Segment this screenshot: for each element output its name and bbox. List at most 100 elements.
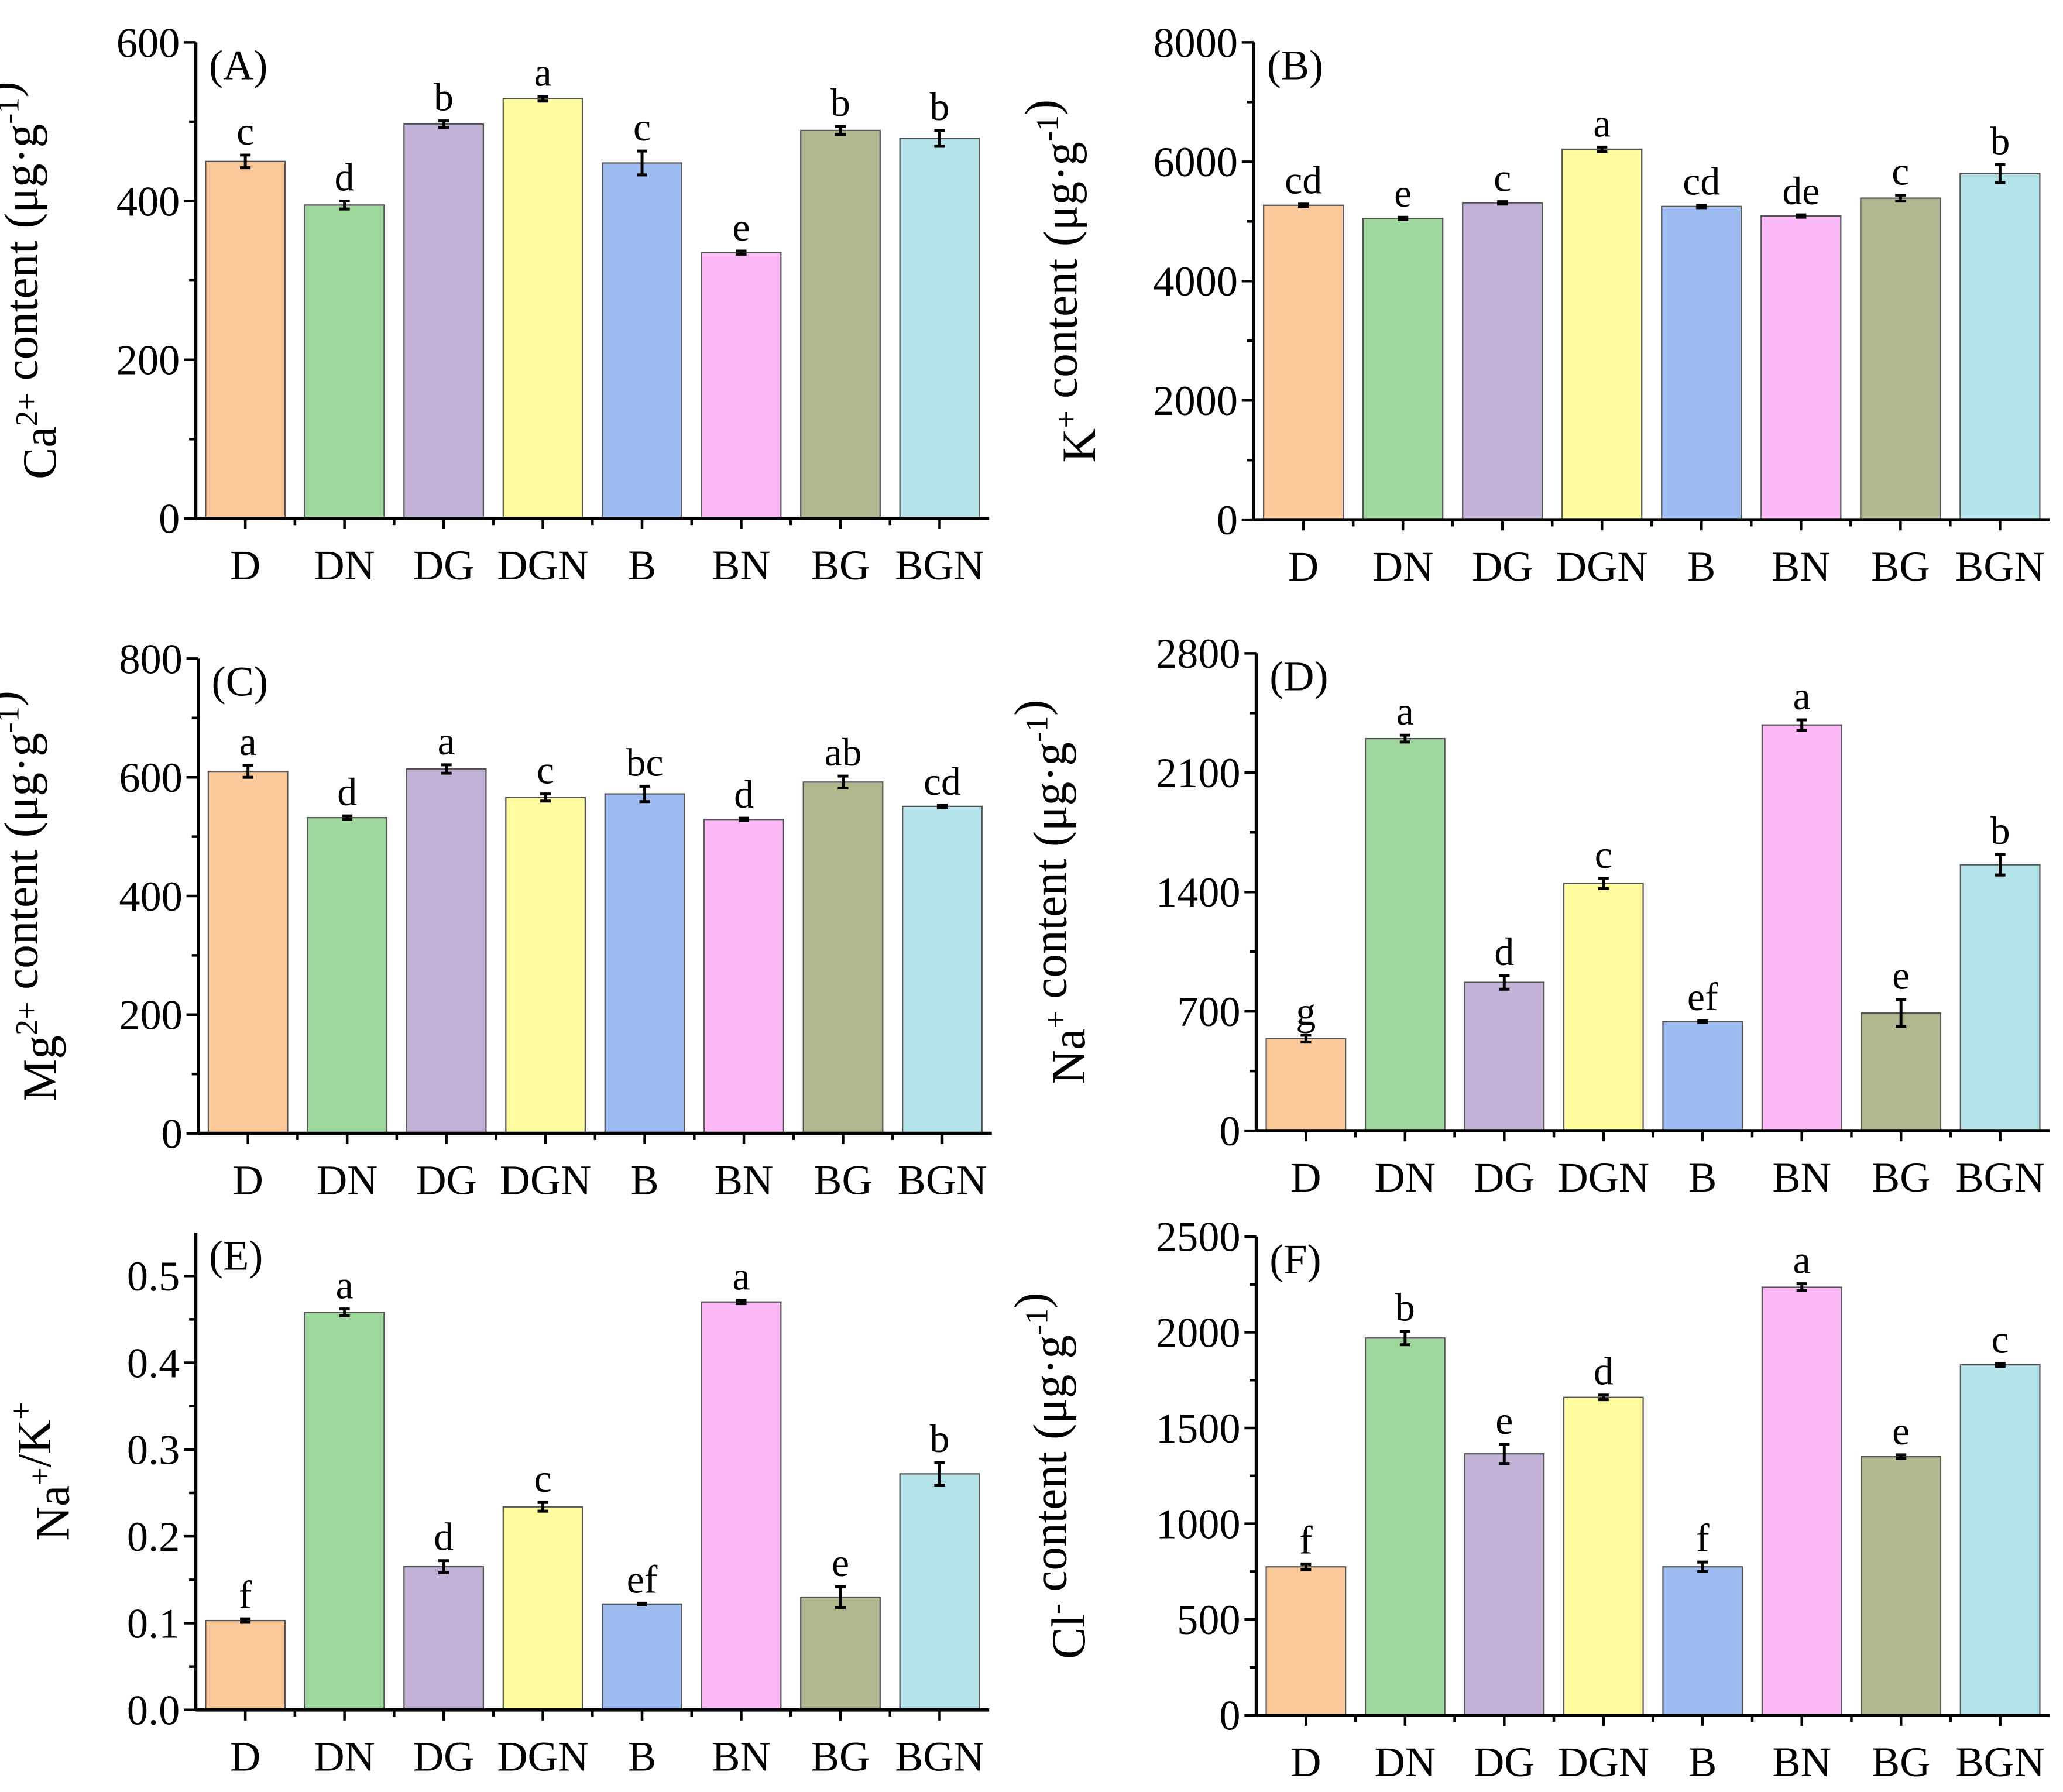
significance-letter: c bbox=[633, 105, 651, 149]
y-tick-label: 1500 bbox=[1156, 1405, 1241, 1452]
error-bar bbox=[540, 792, 551, 803]
significance-letter: a bbox=[534, 51, 552, 95]
panel-c: a Dd DN a DG c DGN bc Bd BN ab BG cd BGN 0 200 400 600 800… bbox=[0, 636, 992, 1204]
y-tick-label: 1000 bbox=[1156, 1501, 1241, 1547]
x-tick-label: DG bbox=[416, 1157, 476, 1204]
bar-BGN bbox=[902, 805, 983, 1134]
significance-letter: de bbox=[1782, 169, 1820, 213]
x-tick-label: DN bbox=[317, 1157, 377, 1204]
y-tick-label: 0.2 bbox=[127, 1513, 180, 1560]
error-bar bbox=[438, 1559, 449, 1574]
significance-letter: b bbox=[434, 75, 454, 119]
significance-letter: a bbox=[239, 720, 257, 764]
x-tick-label: D bbox=[230, 542, 260, 589]
y-tick-label: 200 bbox=[116, 337, 180, 384]
panel-d: g Da DN d DG c DGN ef Ba BN e BG b BGN 0 700 1400 2100 280… bbox=[1005, 630, 2050, 1201]
y-axis-label: Na+/K+ bbox=[4, 1402, 79, 1540]
x-tick-label: BG bbox=[1871, 543, 1930, 590]
y-tick-label: 8000 bbox=[1153, 19, 1238, 66]
x-tick-label: BG bbox=[1872, 1739, 1930, 1786]
significance-letter: g bbox=[1296, 990, 1316, 1034]
y-axis-label: K+ content (μg·g-1) bbox=[1016, 99, 1106, 463]
bar-B bbox=[1662, 1566, 1743, 1716]
error-bar bbox=[1598, 1393, 1609, 1402]
significance-letter: d bbox=[337, 770, 357, 814]
bar-BG bbox=[800, 129, 881, 520]
x-tick-label: D bbox=[1290, 1739, 1321, 1786]
x-tick-label: DGN bbox=[1557, 1739, 1649, 1786]
y-tick-label: 0 bbox=[159, 496, 180, 543]
y-tick-label: 0 bbox=[162, 1110, 183, 1157]
y-tick-label: 0.1 bbox=[127, 1600, 180, 1647]
error-bar bbox=[242, 764, 253, 779]
significance-letter: a bbox=[438, 719, 455, 763]
bar-BG bbox=[1860, 197, 1941, 521]
y-tick-label: 2800 bbox=[1156, 630, 1241, 677]
y-tick-label: 200 bbox=[119, 992, 182, 1039]
error-bar bbox=[1697, 1560, 1708, 1573]
significance-letter: c bbox=[1992, 1317, 2009, 1361]
y-tick-label: 1400 bbox=[1156, 869, 1241, 916]
y-tick-label: 500 bbox=[1177, 1597, 1240, 1643]
y-tick-label: 400 bbox=[119, 873, 182, 920]
bar-BGN bbox=[899, 1473, 980, 1711]
significance-letter: c bbox=[1595, 833, 1612, 877]
bar-DG bbox=[1462, 202, 1543, 521]
bar-DN bbox=[304, 204, 385, 520]
error-bar bbox=[835, 125, 846, 136]
error-bar bbox=[835, 1585, 846, 1609]
y-axis-label: Ca2+ content (μg·g-1) bbox=[0, 81, 66, 479]
error-bar bbox=[639, 784, 650, 804]
bar-D bbox=[1262, 204, 1344, 521]
error-bar bbox=[1399, 1330, 1410, 1347]
panel-label: (B) bbox=[1267, 42, 1323, 89]
y-tick-label: 600 bbox=[119, 754, 182, 801]
error-bar bbox=[934, 1461, 945, 1487]
significance-letter: a bbox=[336, 1264, 353, 1307]
x-tick-label: D bbox=[1288, 543, 1319, 590]
bar-BGN bbox=[1959, 864, 2041, 1132]
x-tick-label: BGN bbox=[898, 1157, 987, 1204]
significance-letter: e bbox=[1495, 1399, 1513, 1443]
x-tick-label: BGN bbox=[1955, 543, 2045, 590]
x-tick-label: BG bbox=[1872, 1154, 1930, 1201]
panel-a: c Dd DN b DG a DGN c Be BN b BG b BGN 0 200 400 600 (A) Ca2… bbox=[0, 19, 990, 589]
panel-b: cd De DN c DG a DGN cd Bde BN c BG b BGN 0 2000 4000 6000… bbox=[1016, 19, 2050, 590]
significance-letter: b bbox=[930, 1417, 950, 1461]
error-bar bbox=[1995, 1361, 2006, 1368]
bar-DG bbox=[1464, 1453, 1545, 1716]
significance-letter: e bbox=[1394, 171, 1412, 215]
bar-BN bbox=[1761, 1286, 1842, 1716]
significance-letter: b bbox=[830, 81, 850, 125]
error-bar bbox=[1995, 163, 2006, 184]
x-tick-label: DN bbox=[314, 542, 375, 589]
error-bar bbox=[736, 1299, 747, 1306]
bar-DN bbox=[307, 817, 388, 1134]
error-bar bbox=[1995, 853, 2006, 877]
significance-letter: a bbox=[1793, 1238, 1811, 1282]
bar-BG bbox=[1861, 1455, 1942, 1716]
x-tick-label: BG bbox=[811, 1733, 870, 1780]
error-bar bbox=[1796, 718, 1807, 732]
y-axis-label: Na+ content (μg·g-1) bbox=[1005, 700, 1095, 1084]
significance-letter: b bbox=[1990, 119, 2010, 163]
significance-letter: ef bbox=[627, 1557, 658, 1601]
bar-BN bbox=[701, 1301, 782, 1711]
bar-B bbox=[1661, 205, 1742, 521]
significance-letter: c bbox=[236, 109, 254, 153]
bar-D bbox=[1265, 1038, 1347, 1132]
bar-B bbox=[602, 162, 682, 520]
y-tick-label: 4000 bbox=[1153, 258, 1238, 305]
bar-D bbox=[205, 160, 286, 520]
significance-letter: a bbox=[1396, 689, 1414, 733]
x-tick-label: BGN bbox=[895, 1733, 984, 1780]
significance-letter: cd bbox=[924, 760, 961, 804]
error-bar bbox=[1598, 877, 1609, 890]
significance-letter: a bbox=[1793, 674, 1811, 718]
bar-DGN bbox=[505, 797, 586, 1134]
x-tick-label: DG bbox=[1474, 1154, 1535, 1201]
y-tick-label: 400 bbox=[116, 178, 180, 225]
significance-letter: cd bbox=[1285, 159, 1322, 202]
error-bar bbox=[1300, 1562, 1312, 1571]
